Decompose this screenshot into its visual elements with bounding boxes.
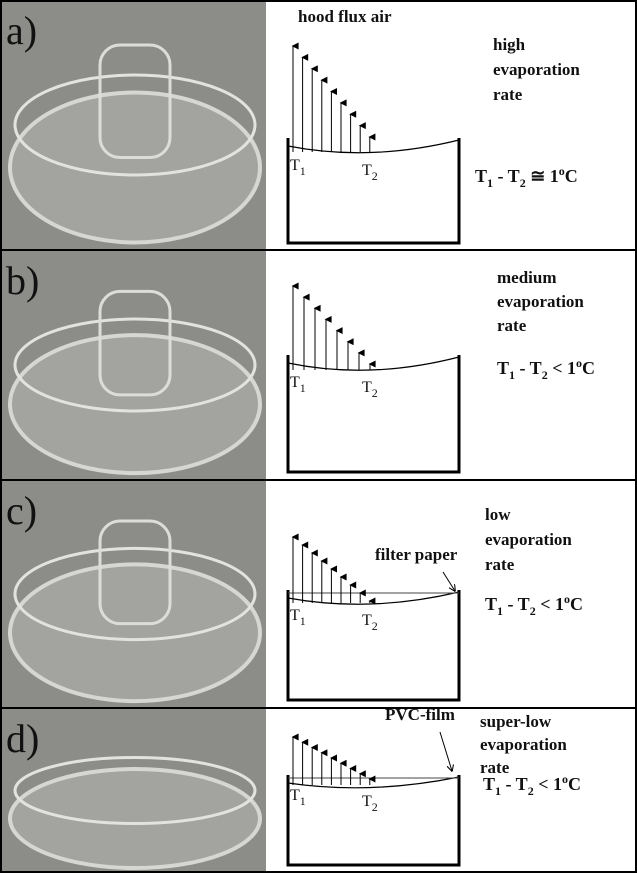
caption-line: low [485,505,511,524]
symbol: T [290,157,300,174]
caption-line: evaporation [497,292,584,311]
equation-part: < 1 [534,774,562,794]
note: filter paper [375,545,458,564]
dish [10,564,260,701]
equation-part: C [568,774,581,794]
dish [10,769,260,868]
equation-part: - T [515,358,542,378]
equation-part: < 1 [548,358,576,378]
equation-part: T [475,166,487,186]
equation-part: T [497,358,509,378]
equation-part: C [570,594,583,614]
symbol: T [290,787,300,804]
caption-line: evaporation [485,530,572,549]
caption-line: medium [497,268,557,287]
caption-line: rate [485,555,515,574]
symbol: T [362,612,372,629]
subscript: 2 [372,386,378,400]
equation-part: < 1 [536,594,564,614]
symbol: T [362,162,372,179]
panel-label: d) [6,716,39,761]
caption-line: high [493,35,526,54]
subscript: 1 [300,381,306,395]
dish [10,335,260,473]
equation-part: T [483,774,495,794]
equation-part: ≅ 1 [526,166,559,186]
symbol: T [290,607,300,624]
caption-line: rate [493,85,523,104]
caption-line: rate [497,316,527,335]
panel-label: a) [6,8,37,53]
subscript: 1 [300,794,306,808]
subscript: 1 [300,164,306,178]
equation-part: C [582,358,595,378]
subscript: 2 [372,619,378,633]
equation-part: - T [503,594,530,614]
equation-part: C [565,166,578,186]
equation-part: T [485,594,497,614]
caption-line: evaporation [493,60,580,79]
caption-line: super-low [480,712,552,731]
figure: a)T1T2highevaporationratehood flux airT1… [0,0,637,873]
dish [10,93,260,243]
equation-part: - T [493,166,520,186]
symbol: T [362,379,372,396]
panel-label: c) [6,488,37,533]
subscript: 2 [372,169,378,183]
subscript: 2 [372,800,378,814]
symbol: T [290,374,300,391]
note: hood flux air [298,7,392,26]
panel-label: b) [6,258,39,303]
caption-line: evaporation [480,735,567,754]
symbol: T [362,793,372,810]
subscript: 1 [300,614,306,628]
equation-part: - T [501,774,528,794]
